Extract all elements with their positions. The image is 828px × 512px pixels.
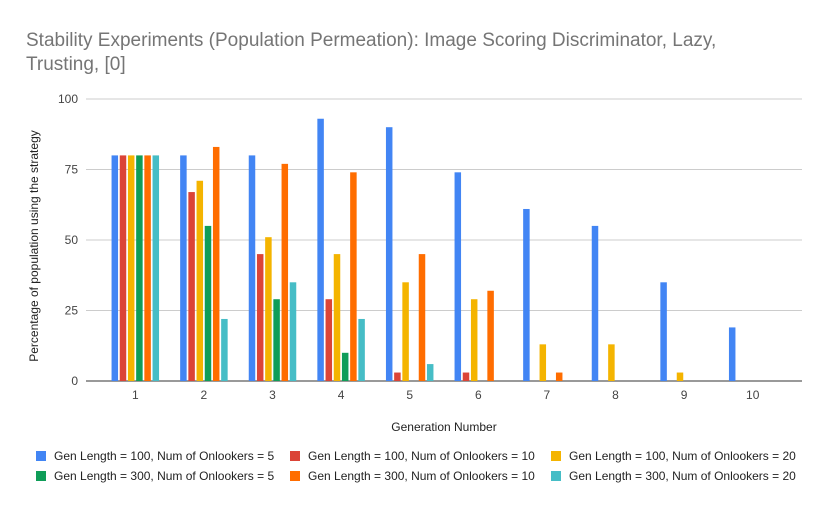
y-tick-label: 50 — [65, 233, 79, 247]
x-tick-label: 8 — [612, 388, 619, 402]
x-tick-labels: 1 2 3 4 5 6 7 8 9 10 — [132, 388, 760, 402]
bar — [341, 352, 349, 381]
legend-label: Gen Length = 100, Num of Onlookers = 10 — [308, 449, 535, 463]
bar — [325, 299, 333, 381]
legend-swatch — [551, 451, 561, 461]
bar — [152, 155, 160, 381]
legend-label: Gen Length = 300, Num of Onlookers = 5 — [54, 469, 274, 483]
bar — [350, 172, 357, 381]
legend-label: Gen Length = 100, Num of Onlookers = 5 — [54, 449, 274, 463]
legend-swatch — [551, 471, 561, 481]
bar — [273, 299, 280, 381]
bar — [487, 290, 494, 381]
bar — [180, 155, 187, 381]
bar — [119, 155, 127, 381]
bar — [591, 225, 599, 381]
bar — [204, 225, 212, 381]
bar — [212, 146, 220, 381]
legend-label: Gen Length = 100, Num of Onlookers = 20 — [569, 449, 796, 463]
bar — [196, 180, 204, 381]
bar — [728, 327, 736, 381]
bar — [608, 344, 615, 381]
x-tick-label: 5 — [406, 388, 413, 402]
bar — [265, 237, 272, 381]
bar — [317, 118, 324, 382]
bar — [394, 372, 401, 381]
bar — [289, 282, 297, 381]
x-tick-label: 6 — [475, 388, 482, 402]
bar — [256, 254, 264, 381]
bar — [454, 172, 462, 381]
bar — [144, 155, 151, 381]
bar — [221, 318, 228, 381]
legend-label: Gen Length = 300, Num of Onlookers = 10 — [308, 469, 535, 483]
legend-swatch — [36, 471, 46, 481]
y-tick-label: 25 — [65, 304, 79, 318]
bar — [555, 372, 563, 381]
y-tick-labels: 0 25 50 75 100 — [58, 92, 78, 388]
y-tick-label: 100 — [58, 92, 78, 106]
bar — [426, 364, 434, 381]
legend-swatch — [290, 471, 300, 481]
legend: Gen Length = 100, Num of Onlookers = 5 Ge… — [36, 449, 796, 483]
bar — [127, 155, 135, 381]
y-axis-label: Percentage of population using the strat… — [27, 130, 41, 362]
chart-title-line-1: Stability Experiments (Population Permea… — [26, 30, 716, 51]
bar — [385, 127, 393, 381]
bar — [248, 155, 256, 381]
legend-swatch — [36, 451, 46, 461]
x-axis-label: Generation Number — [391, 420, 496, 434]
legend-label: Gen Length = 300, Num of Onlookers = 20 — [569, 469, 796, 483]
x-tick-label: 2 — [201, 388, 208, 402]
y-tick-label: 0 — [71, 374, 78, 388]
bar — [523, 208, 530, 381]
bars — [111, 118, 736, 382]
x-tick-label: 7 — [544, 388, 551, 402]
bar — [676, 372, 684, 381]
bar — [402, 282, 409, 381]
bar — [539, 344, 547, 381]
x-tick-label: 10 — [746, 388, 760, 402]
bar — [111, 155, 119, 381]
x-tick-label: 9 — [681, 388, 688, 402]
bar — [136, 155, 143, 381]
x-tick-label: 3 — [269, 388, 276, 402]
x-tick-label: 1 — [132, 388, 139, 402]
bar — [418, 254, 426, 381]
bar — [462, 372, 470, 381]
bar — [188, 192, 195, 381]
bar — [281, 163, 289, 381]
bar — [358, 318, 365, 381]
y-tick-label: 75 — [65, 163, 79, 177]
x-tick-label: 4 — [338, 388, 345, 402]
bar — [470, 299, 478, 381]
chart-title-line-2: Trusting, [0] — [26, 54, 126, 75]
bar — [660, 282, 667, 381]
bar — [333, 254, 341, 381]
legend-swatch — [290, 451, 300, 461]
